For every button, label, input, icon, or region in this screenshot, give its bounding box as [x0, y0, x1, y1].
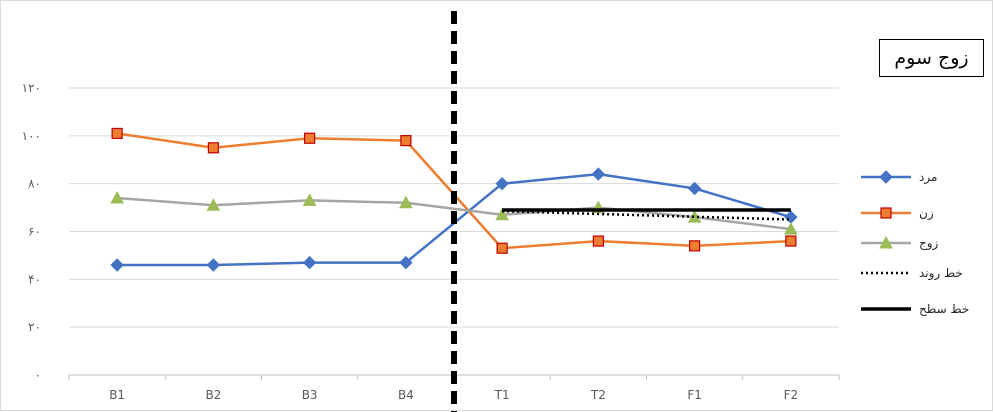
data-point	[591, 167, 606, 181]
legend-label: خط روند	[919, 266, 963, 281]
data-point	[689, 240, 701, 252]
data-point	[495, 207, 509, 221]
legend-marker	[880, 207, 892, 219]
data-point	[302, 193, 317, 206]
legend: مرد زن زوج خط روند خط سطح	[861, 170, 969, 316]
data-point	[687, 181, 702, 196]
data-point	[111, 127, 123, 140]
data-point	[110, 258, 124, 272]
y-tick-label: ۱۲۰	[22, 81, 41, 95]
y-tick-label: ۰	[35, 368, 41, 382]
legend-label: مرد	[919, 170, 937, 185]
legend-item: زن	[861, 206, 934, 221]
trend-line	[502, 209, 791, 221]
data-point	[206, 258, 221, 272]
data-point	[785, 235, 797, 247]
x-tick-label: B2	[205, 388, 221, 402]
legend-label: زن	[919, 206, 934, 221]
data-point	[400, 135, 412, 147]
legend-marker	[879, 235, 893, 249]
y-tick-label: ۴۰	[28, 272, 41, 286]
data-point	[496, 242, 508, 254]
x-tick-label: T1	[494, 388, 510, 402]
legend-label: زوج	[919, 236, 939, 251]
data-point	[206, 198, 221, 211]
axes: ۰ ۲۰ ۴۰ ۶۰ ۸۰ ۱۰۰ ۱۲۰ B1 B2 B3 B4 T1 T2 F1 F2	[22, 81, 840, 402]
x-tick-label: T2	[590, 388, 606, 402]
x-tick-label: B3	[302, 388, 318, 402]
x-tick-label: B1	[109, 388, 125, 402]
chart-title: زوج سوم	[879, 39, 984, 77]
data-point	[784, 222, 798, 235]
data-point	[302, 255, 317, 270]
data-point	[495, 176, 509, 191]
data-point	[399, 255, 413, 270]
y-tick-label: ۲۰	[28, 320, 41, 334]
legend-item: مرد	[861, 170, 937, 185]
legend-marker	[879, 170, 893, 184]
legend-item: خط سطح	[861, 302, 969, 316]
legend-item: زوج	[861, 235, 939, 251]
data-point	[304, 132, 316, 144]
data-point	[207, 142, 219, 154]
x-tick-label: F1	[687, 388, 702, 402]
y-tick-label: ۱۰۰	[22, 129, 41, 143]
data-point	[110, 190, 124, 204]
legend-label: خط سطح	[919, 302, 969, 316]
data-point	[592, 235, 604, 247]
x-tick-label: B4	[398, 388, 414, 402]
y-tick-label: ۶۰	[28, 225, 41, 239]
data-point	[399, 195, 413, 209]
x-tick-label: F2	[784, 388, 799, 402]
legend-item: خط روند	[861, 266, 963, 281]
data-point	[784, 210, 798, 224]
y-tick-label: ۸۰	[28, 177, 41, 191]
